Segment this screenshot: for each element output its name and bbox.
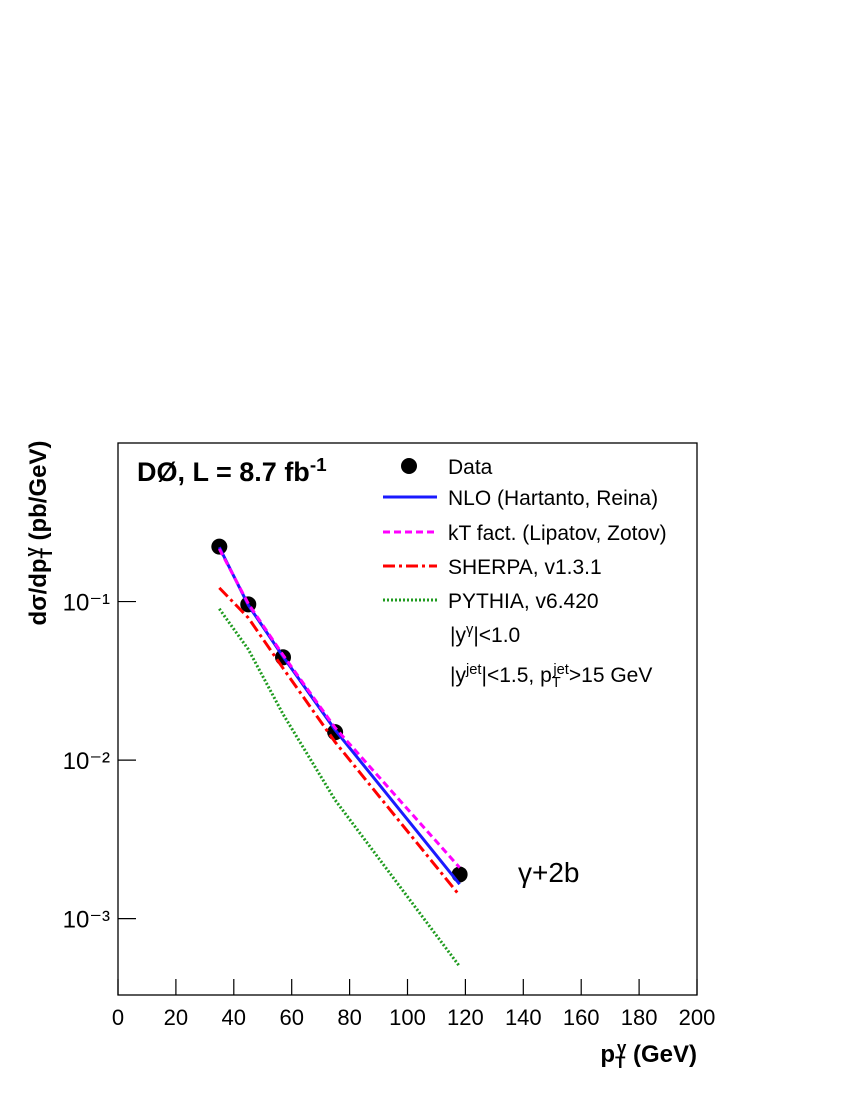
annotation: |yjet|<1.5, pTjet>15 GeV bbox=[450, 662, 652, 691]
data-point bbox=[211, 538, 228, 555]
series-line bbox=[217, 546, 461, 886]
series-line bbox=[217, 548, 461, 869]
x-axis-title: pTγ (GeV) bbox=[600, 1038, 697, 1072]
text-part: γ bbox=[22, 547, 41, 557]
legend-label: SHERPA, v1.3.1 bbox=[448, 556, 602, 579]
text-part: T bbox=[615, 1053, 626, 1072]
legend-label: PYTHIA, v6.420 bbox=[448, 590, 599, 613]
text-part: |y bbox=[450, 664, 466, 687]
text-part: T bbox=[552, 675, 561, 691]
text-part: (pb/GeV) bbox=[25, 441, 52, 548]
series-line bbox=[218, 607, 461, 968]
text-part: T bbox=[37, 547, 56, 558]
text-part: |<1.5, p bbox=[481, 664, 551, 687]
x-tick-label: 140 bbox=[505, 1005, 542, 1030]
annotation: γ+2b bbox=[518, 857, 580, 888]
x-tick-label: 60 bbox=[279, 1005, 303, 1030]
x-tick-label: 180 bbox=[621, 1005, 658, 1030]
text-part: |<1.0 bbox=[473, 624, 520, 647]
text-part: jet bbox=[465, 662, 482, 678]
text-part: γ bbox=[617, 1038, 627, 1057]
chart-title: DØ, L = 8.7 fb-1 bbox=[137, 455, 327, 487]
legend-label: kT fact. (Lipatov, Zotov) bbox=[448, 522, 667, 545]
legend-marker bbox=[401, 458, 417, 474]
y-axis-title: dσ/dpTγ (pb/GeV) bbox=[22, 441, 56, 626]
text-part: dσ/dp bbox=[25, 558, 52, 625]
legend-label: NLO (Hartanto, Reina) bbox=[448, 487, 658, 510]
text-part: |y bbox=[450, 624, 466, 647]
y-tick-label: 10⁻¹ bbox=[63, 590, 110, 617]
text-part: jet bbox=[552, 662, 569, 678]
x-tick-label: 80 bbox=[337, 1005, 361, 1030]
text-part: p bbox=[600, 1041, 615, 1068]
series-line bbox=[218, 586, 461, 897]
text-part: DØ, L = 8.7 fb bbox=[137, 457, 310, 487]
data-point bbox=[451, 866, 468, 883]
x-tick-label: 160 bbox=[563, 1005, 600, 1030]
text-part: >15 GeV bbox=[569, 664, 652, 687]
text-part: (GeV) bbox=[626, 1041, 697, 1068]
text-part: -1 bbox=[310, 455, 327, 476]
text-part: γ+2b bbox=[518, 857, 580, 888]
x-tick-label: 40 bbox=[222, 1005, 246, 1030]
x-tick-label: 0 bbox=[112, 1005, 124, 1030]
x-tick-label: 100 bbox=[389, 1005, 426, 1030]
text-part: γ bbox=[466, 622, 474, 638]
x-tick-label: 20 bbox=[164, 1005, 188, 1030]
legend-label: Data bbox=[448, 456, 493, 479]
x-tick-label: 200 bbox=[679, 1005, 716, 1030]
y-tick-label: 10⁻³ bbox=[63, 907, 110, 934]
annotation: |yγ|<1.0 bbox=[450, 622, 520, 647]
x-tick-label: 120 bbox=[447, 1005, 484, 1030]
y-tick-label: 10⁻² bbox=[63, 748, 110, 775]
